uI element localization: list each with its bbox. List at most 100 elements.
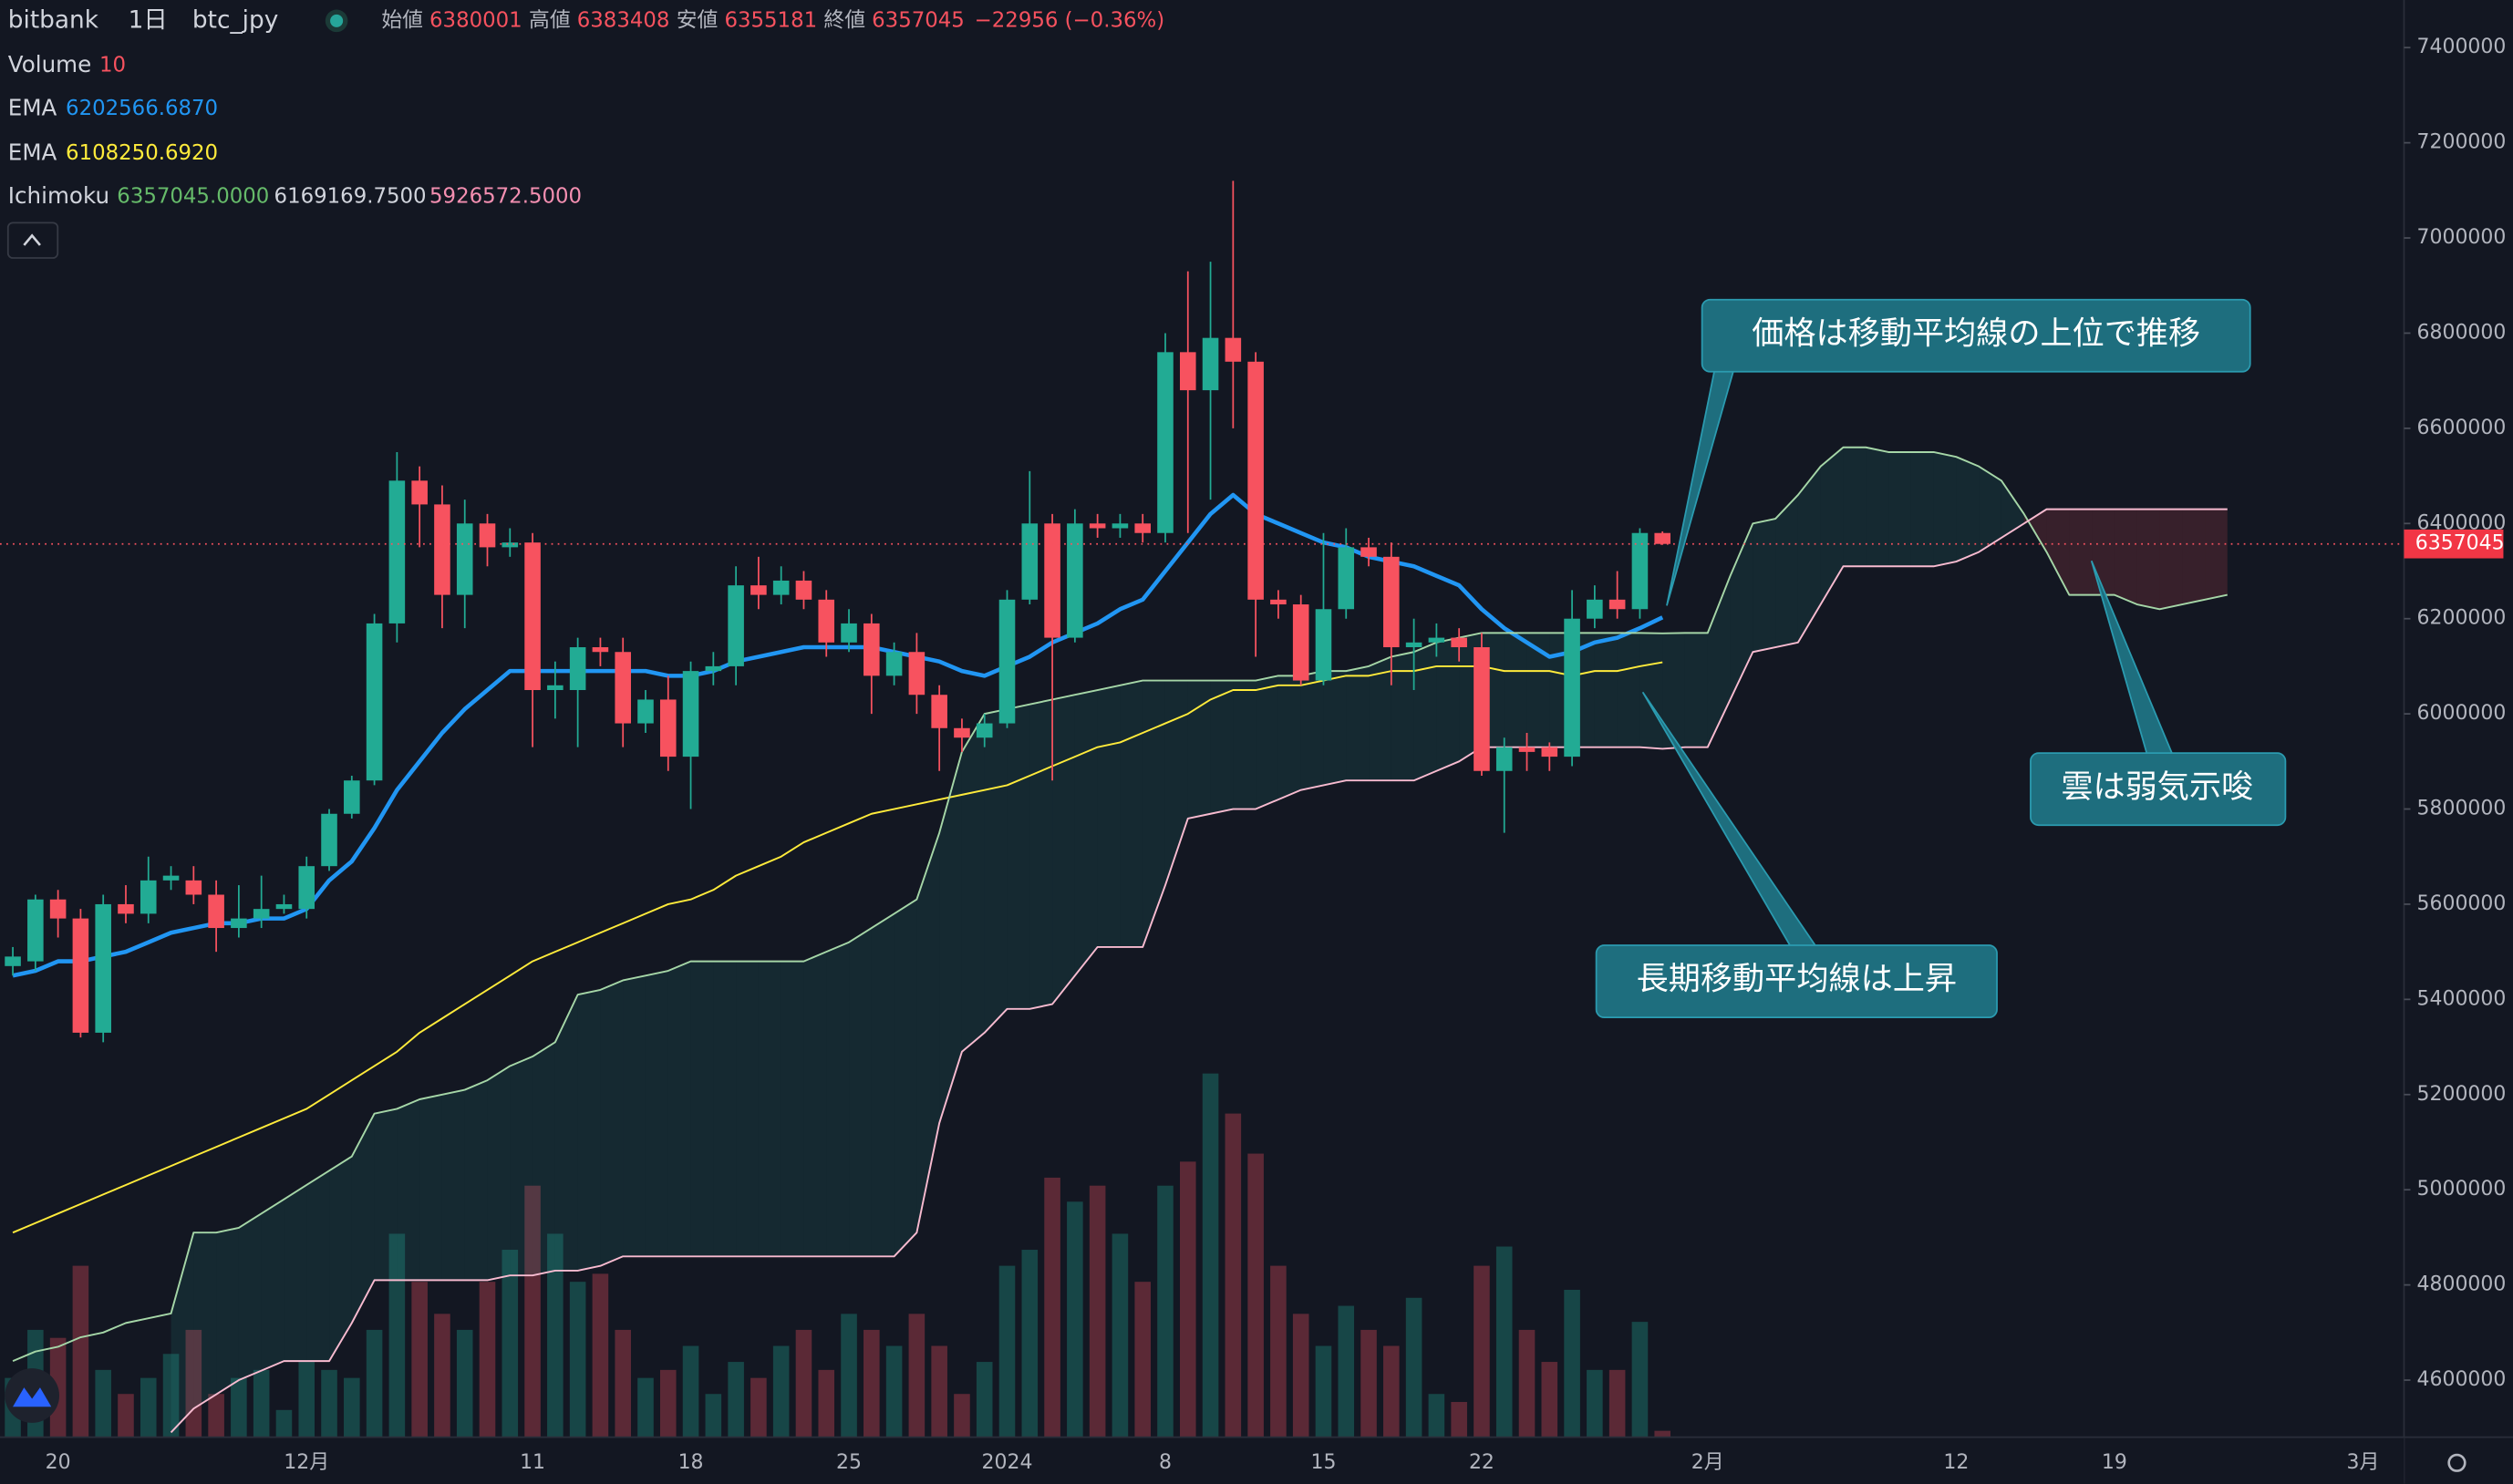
volume-bar xyxy=(502,1250,519,1438)
cloud-fill xyxy=(1277,675,1301,800)
candle-body xyxy=(95,903,111,1033)
cloud-fill xyxy=(2046,509,2070,595)
cloud-fill xyxy=(441,1089,465,1281)
ohlc-value: 6355181 xyxy=(724,8,817,32)
indicator-line xyxy=(12,661,1663,1234)
volume-bar xyxy=(885,1345,903,1438)
candle-body xyxy=(1315,609,1332,681)
candle-body xyxy=(908,652,926,696)
settings-icon[interactable] xyxy=(2447,1453,2466,1472)
cloud-fill xyxy=(1120,680,1143,947)
legend-name[interactable]: EMA xyxy=(8,95,57,121)
indicator-line xyxy=(12,446,2228,1363)
ohlc-label: 終値 xyxy=(823,8,865,32)
candle-body xyxy=(976,723,993,738)
y-tick-label: 7400000 xyxy=(2417,36,2507,58)
cloud-fill xyxy=(2205,509,2228,600)
volume-bar xyxy=(1654,1430,1671,1438)
volume-bar xyxy=(1338,1305,1355,1438)
candle-body xyxy=(728,585,744,666)
cloud-fill xyxy=(577,989,601,1271)
candle-body xyxy=(185,880,202,895)
volume-bar xyxy=(705,1394,722,1438)
ohlc-label: 高値 xyxy=(529,8,571,32)
volume-bar xyxy=(95,1369,111,1438)
candle-body xyxy=(388,480,406,623)
cloud-fill xyxy=(1820,447,1844,605)
candle-body xyxy=(1247,361,1264,600)
volume-bar xyxy=(1202,1073,1219,1438)
legend-name[interactable]: Ichimoku xyxy=(8,182,109,209)
cloud-fill xyxy=(1526,633,1550,747)
last-price-label: 6357045 xyxy=(2415,532,2505,555)
candle-body xyxy=(1112,523,1129,529)
volume-bar xyxy=(1518,1329,1536,1438)
cloud-fill xyxy=(961,714,985,1052)
cloud-fill xyxy=(171,1232,194,1433)
x-tick-label: 22 xyxy=(1469,1451,1494,1474)
cloud-fill xyxy=(284,1184,307,1362)
candle-body xyxy=(434,504,450,595)
volume-bar xyxy=(615,1329,631,1438)
candle-body xyxy=(1179,352,1196,391)
cloud-fill xyxy=(1233,680,1256,809)
callouts: 価格は移動平均線の上位で推移 雲は弱気示唆 長期移動平均線は上昇 xyxy=(1595,298,2287,1019)
cloud-fill xyxy=(871,913,895,1257)
candle-body xyxy=(1270,599,1287,605)
x-tick-label: 18 xyxy=(678,1451,704,1474)
y-tick-label: 6000000 xyxy=(2417,702,2507,725)
cloud-fill xyxy=(419,1094,442,1281)
axes: 7400000720000070000006800000660000064000… xyxy=(46,36,2507,1474)
interval[interactable]: 1日 xyxy=(129,6,168,34)
collapse-button[interactable] xyxy=(6,222,59,259)
cloud-fill xyxy=(1888,451,1911,567)
callout-box xyxy=(1701,298,2251,373)
volume-bar xyxy=(1405,1297,1422,1438)
cloud-fill xyxy=(713,961,737,1257)
cloud-fill xyxy=(758,961,781,1257)
cloud-fill xyxy=(600,980,624,1266)
volume-bar xyxy=(1495,1246,1513,1438)
y-tick-label: 7000000 xyxy=(2417,226,2507,249)
cloud-fill xyxy=(1843,447,1867,567)
ohlc-label: 安値 xyxy=(677,8,719,32)
candle-body xyxy=(615,652,631,724)
legend-name[interactable]: Volume xyxy=(8,51,91,77)
cloud-fill xyxy=(984,708,1008,1033)
candle-body xyxy=(1495,747,1513,771)
x-tick-label: 19 xyxy=(2102,1451,2127,1474)
volume-bar xyxy=(1315,1345,1332,1438)
cloud-fill xyxy=(916,832,940,1233)
legend-value: 6169169.7500 xyxy=(274,185,427,209)
symbol[interactable]: btc_jpy xyxy=(192,6,278,34)
candle-body xyxy=(1405,642,1422,648)
candle-body xyxy=(208,894,224,929)
cloud-fill xyxy=(1187,680,1211,819)
volume-bar xyxy=(1179,1161,1196,1438)
candle-body xyxy=(637,699,654,724)
legend-name[interactable]: EMA xyxy=(8,139,57,166)
volume-bar xyxy=(569,1282,586,1438)
candle-body xyxy=(885,652,903,676)
volume-bar xyxy=(1044,1177,1060,1438)
volume-bar xyxy=(1474,1265,1490,1438)
cloud-fill xyxy=(1956,457,1980,562)
candle-body xyxy=(750,585,767,595)
candle-body xyxy=(1608,599,1626,610)
cloud-fill xyxy=(645,971,668,1257)
candle-body xyxy=(1134,523,1151,533)
candle-body xyxy=(1631,532,1649,610)
volume-bar xyxy=(1587,1369,1603,1438)
candle-body xyxy=(659,699,677,757)
x-tick-label: 12 xyxy=(1943,1451,1969,1474)
x-tick-label: 2月 xyxy=(1691,1451,1724,1474)
cloud-fill xyxy=(2136,509,2160,610)
logo[interactable] xyxy=(5,1368,60,1423)
x-tick-label: 11 xyxy=(520,1451,545,1474)
cloud-fill xyxy=(894,899,917,1257)
cloud-fill xyxy=(1029,699,1053,1009)
cloud-fill xyxy=(1775,494,1798,648)
last-price-tag xyxy=(2404,529,2504,559)
plot-area xyxy=(0,180,2404,1438)
